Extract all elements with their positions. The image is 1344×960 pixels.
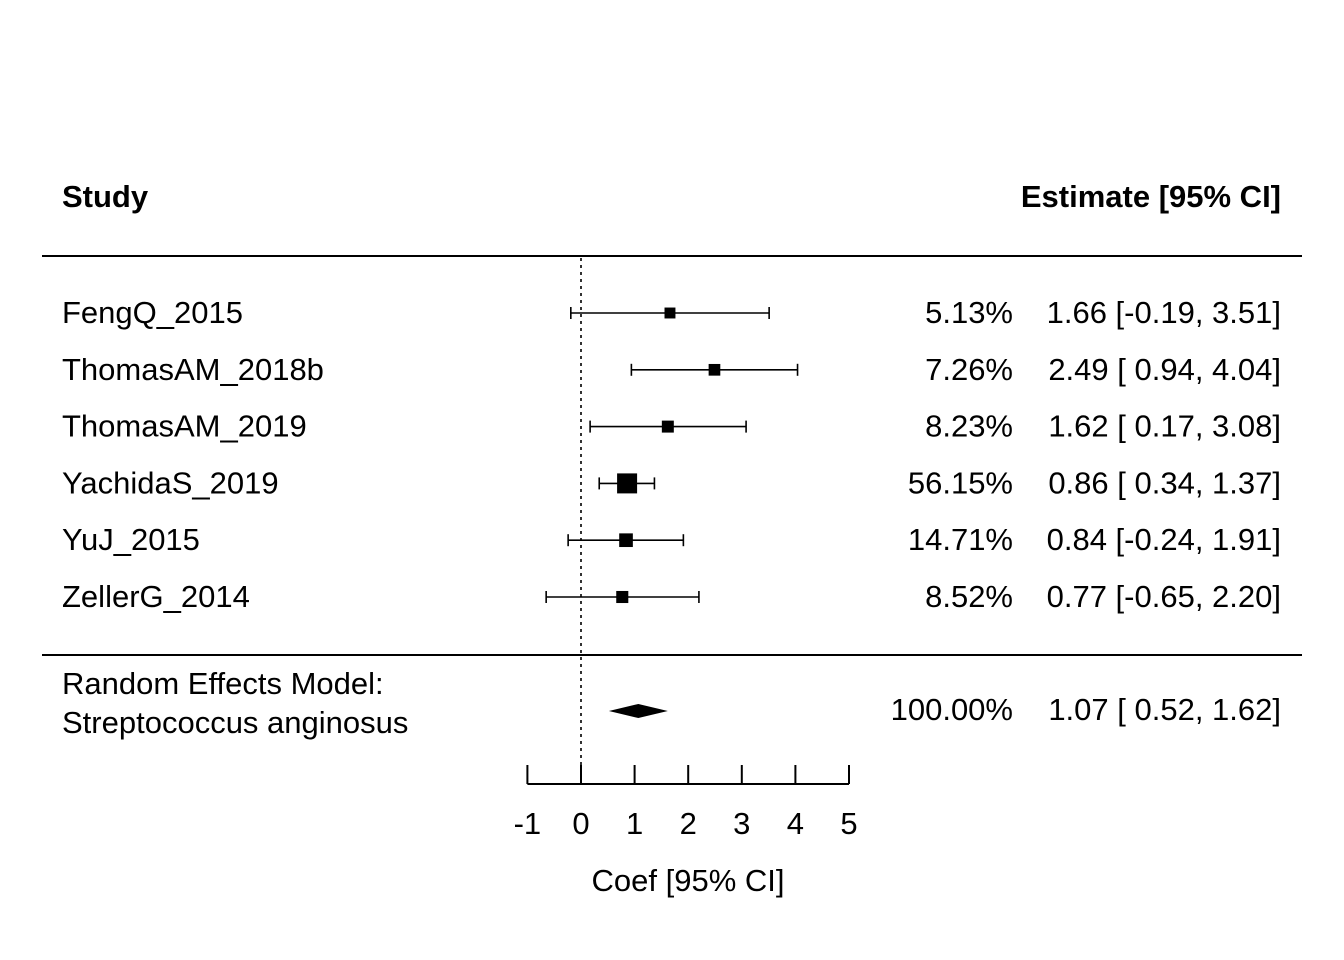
summary-row: Random Effects Model: Streptococcus angi… xyxy=(62,666,1281,740)
study-name: ThomasAM_2019 xyxy=(62,409,307,444)
x-axis-label: Coef [95% CI] xyxy=(592,863,785,898)
study-rows: FengQ_2015 5.13% 1.66 [-0.19, 3.51] ThomasA… xyxy=(62,295,1281,614)
study-name: ThomasAM_2018b xyxy=(62,352,324,387)
summary-diamond xyxy=(608,704,668,718)
study-weight: 14.71% xyxy=(908,522,1013,557)
estimate-point xyxy=(661,420,674,433)
study-name: YachidaS_2019 xyxy=(62,465,279,500)
header-study: Study xyxy=(62,179,149,214)
study-ci: 1.66 [-0.19, 3.51] xyxy=(1047,295,1281,330)
study-name: ZellerG_2014 xyxy=(62,579,250,614)
summary-label-line1: Random Effects Model: xyxy=(62,666,384,701)
summary-weight: 100.00% xyxy=(891,692,1013,727)
summary-label-line2: Streptococcus anginosus xyxy=(62,705,408,740)
x-tick-label: 3 xyxy=(733,806,750,841)
study-row: YuJ_2015 14.71% 0.84 [-0.24, 1.91] xyxy=(62,522,1281,557)
study-row: ThomasAM_2018b 7.26% 2.49 [ 0.94, 4.04] xyxy=(62,352,1281,387)
study-weight: 5.13% xyxy=(925,295,1013,330)
study-ci: 0.86 [ 0.34, 1.37] xyxy=(1048,465,1281,500)
study-weight: 8.23% xyxy=(925,409,1013,444)
study-weight: 7.26% xyxy=(925,352,1013,387)
study-weight: 56.15% xyxy=(908,465,1013,500)
study-weight: 8.52% xyxy=(925,579,1013,614)
estimate-point xyxy=(664,307,676,319)
x-tick-label: 1 xyxy=(626,806,643,841)
x-tick-label: -1 xyxy=(514,806,542,841)
header-estimate: Estimate [95% CI] xyxy=(1021,179,1281,214)
study-row: ThomasAM_2019 8.23% 1.62 [ 0.17, 3.08] xyxy=(62,409,1281,444)
x-tick-label: 2 xyxy=(680,806,697,841)
study-row: ZellerG_2014 8.52% 0.77 [-0.65, 2.20] xyxy=(62,579,1281,614)
x-tick-label: 0 xyxy=(572,806,589,841)
study-name: FengQ_2015 xyxy=(62,295,243,330)
x-tick-label: 4 xyxy=(787,806,804,841)
summary-ci: 1.07 [ 0.52, 1.62] xyxy=(1048,692,1281,727)
study-ci: 2.49 [ 0.94, 4.04] xyxy=(1048,352,1281,387)
study-row: YachidaS_2019 56.15% 0.86 [ 0.34, 1.37] xyxy=(62,465,1281,500)
x-tick-label: 5 xyxy=(840,806,857,841)
study-ci: 0.77 [-0.65, 2.20] xyxy=(1047,579,1281,614)
estimate-point xyxy=(616,590,629,604)
study-ci: 1.62 [ 0.17, 3.08] xyxy=(1048,409,1281,444)
study-ci: 0.84 [-0.24, 1.91] xyxy=(1047,522,1281,557)
estimate-point xyxy=(708,363,721,376)
study-name: YuJ_2015 xyxy=(62,522,200,557)
study-row: FengQ_2015 5.13% 1.66 [-0.19, 3.51] xyxy=(62,295,1281,330)
x-axis: -1 0 1 2 3 4 5 xyxy=(514,765,858,841)
estimate-point xyxy=(619,533,633,548)
estimate-point xyxy=(617,473,638,494)
